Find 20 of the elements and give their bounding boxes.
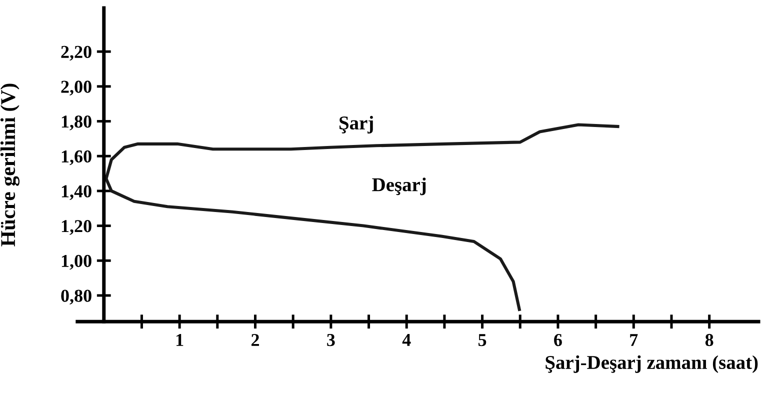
y-tick-label: 1,20	[62, 220, 92, 235]
series-label: Şarj	[340, 116, 373, 134]
x-tick-label: 7	[630, 334, 638, 346]
series-label: Deşarj	[372, 178, 426, 196]
x-tick-label: 2	[251, 334, 259, 346]
x-tick-label: 3	[327, 334, 335, 346]
x-tick-label: 1	[176, 334, 184, 346]
y-tick-label: 2,20	[61, 46, 92, 61]
y-tick-label: 1,00	[62, 254, 92, 270]
y-tick-label: 1,80	[62, 116, 92, 130]
y-tick-label: 1,40	[62, 185, 92, 200]
y-tick-label: 2,00	[61, 80, 92, 96]
x-tick-label: 5	[478, 334, 486, 346]
x-tick-label: 4	[402, 334, 411, 346]
y-axis-title: Hücre gerilimi (V)	[0, 84, 20, 246]
y-tick-label: 0,80	[61, 290, 92, 305]
y-tick-label: 1,60	[62, 150, 92, 166]
x-tick-label: 6	[554, 334, 562, 346]
x-tick-label: 8	[705, 334, 714, 346]
x-axis-title: Şarj-Deşarj zamanı (saat)	[546, 355, 758, 373]
